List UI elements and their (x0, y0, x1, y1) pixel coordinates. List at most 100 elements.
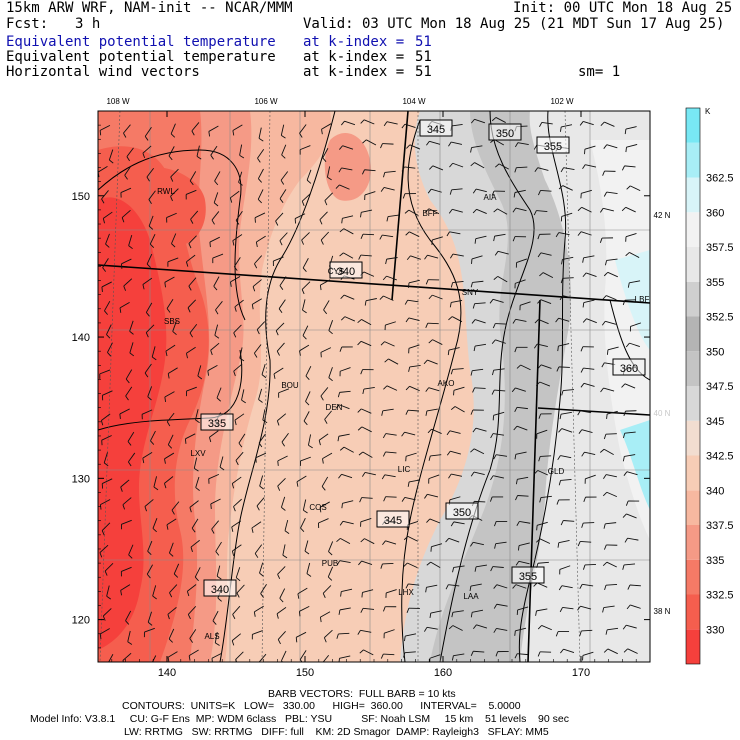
wind-barb-flag (360, 369, 363, 375)
wind-barb-flag (582, 272, 587, 278)
wind-barb (626, 471, 638, 476)
wind-barb-flag (474, 238, 477, 244)
wind-barb (493, 411, 505, 416)
wind-barb-flag (493, 208, 498, 213)
wind-barb (405, 452, 417, 457)
border-ne-ks (537, 407, 650, 416)
wind-barb (431, 188, 442, 193)
wind-barb (562, 256, 574, 260)
wind-barb-flag (582, 564, 586, 570)
wind-barb (360, 517, 372, 523)
wind-barb (581, 429, 593, 433)
wind-barb (339, 367, 351, 372)
wind-barb (560, 455, 572, 459)
wind-barb-flag (493, 236, 496, 242)
wind-barb (536, 210, 548, 212)
wind-barb (339, 404, 350, 410)
theta-e-map: 345 350 355 340 360 335 345 350 355 340 RWL BFF AIA… (72, 97, 734, 679)
wind-barb-flag (254, 553, 259, 558)
wind-barb-flag (319, 219, 323, 225)
wind-barb-flag (296, 481, 299, 487)
wind-barb-flag (234, 419, 237, 426)
colorbar-label: 342.5 (706, 451, 734, 463)
wind-barb (497, 250, 509, 255)
contour-355 (518, 111, 567, 662)
wind-barb (187, 299, 197, 309)
wind-barb-flag (99, 504, 102, 510)
wind-barb (517, 142, 529, 145)
wind-barb (515, 207, 527, 212)
wind-barb (558, 317, 570, 322)
wind-barb-flag (125, 395, 129, 401)
wind-barb (105, 233, 110, 245)
wind-barb (558, 540, 570, 544)
wind-barb (280, 124, 285, 136)
wind-barb-flag (470, 651, 474, 656)
wind-barb (338, 632, 350, 635)
wind-barb (581, 629, 593, 632)
wind-barb (360, 254, 372, 257)
wind-barb (306, 562, 311, 574)
wind-barb (125, 386, 133, 397)
wind-barb-flag (323, 309, 328, 315)
wind-barb (450, 450, 461, 455)
wind-barb (473, 471, 485, 475)
wind-barb-flag (583, 496, 586, 502)
wind-barb-flag (301, 289, 305, 295)
wind-barb-flag (515, 479, 518, 485)
wind-barb (257, 189, 264, 200)
wind-barb-flag (257, 198, 262, 204)
wind-barb (100, 499, 111, 506)
wind-barb (319, 211, 328, 221)
wind-barb-flag (233, 266, 238, 271)
field-index-1: 51 (415, 34, 432, 50)
wind-barb-flag (425, 208, 430, 213)
wind-barb (363, 649, 374, 656)
wind-barb-flag (258, 442, 263, 448)
wind-barb-flag (164, 396, 167, 403)
wind-barb (495, 117, 506, 123)
lon-label: 106 W (254, 97, 278, 106)
wind-barb-flag (275, 220, 279, 226)
colorbar-label: 330 (706, 624, 724, 636)
wind-barb (120, 479, 130, 488)
wind-barb-flag (489, 299, 494, 304)
wind-barb-flag (362, 388, 365, 395)
wind-barb (584, 451, 596, 455)
wind-barb (562, 295, 574, 299)
wind-barb (213, 276, 220, 287)
wind-barb-flag (215, 551, 220, 556)
wind-barb (255, 452, 267, 459)
wind-barb (108, 149, 114, 161)
wind-barb (327, 566, 334, 578)
wind-barb-flag (473, 345, 476, 352)
wind-barb (542, 272, 554, 278)
wind-barb (451, 300, 463, 303)
wind-barb-flag (405, 386, 410, 391)
wind-barb-flag (472, 303, 476, 309)
wind-barb (386, 589, 397, 594)
contour-label-box (329, 261, 363, 279)
wind-barb (342, 500, 354, 504)
wind-barb-flag (357, 426, 363, 431)
wind-barb (279, 189, 287, 199)
wind-barb-flag (300, 527, 305, 533)
wind-barb-flag (168, 638, 173, 643)
wind-barb (235, 651, 244, 660)
wind-barb-flag (493, 584, 498, 589)
wind-barb (253, 344, 262, 354)
wind-barb (426, 584, 438, 588)
wind-barb-flag (449, 189, 452, 195)
wind-barb (626, 144, 638, 148)
wind-barb-flag (235, 220, 240, 225)
wind-barb (558, 366, 570, 368)
wind-barb (164, 276, 175, 283)
wind-barb (344, 120, 356, 126)
wind-barb (101, 281, 112, 288)
lon-label: 108 W (106, 97, 130, 106)
wind-barb-flag (622, 456, 625, 462)
wind-barb (409, 385, 420, 392)
wind-barb-flag (360, 119, 365, 124)
wind-barb-flag (147, 550, 152, 556)
wind-barb-flag (185, 353, 188, 359)
